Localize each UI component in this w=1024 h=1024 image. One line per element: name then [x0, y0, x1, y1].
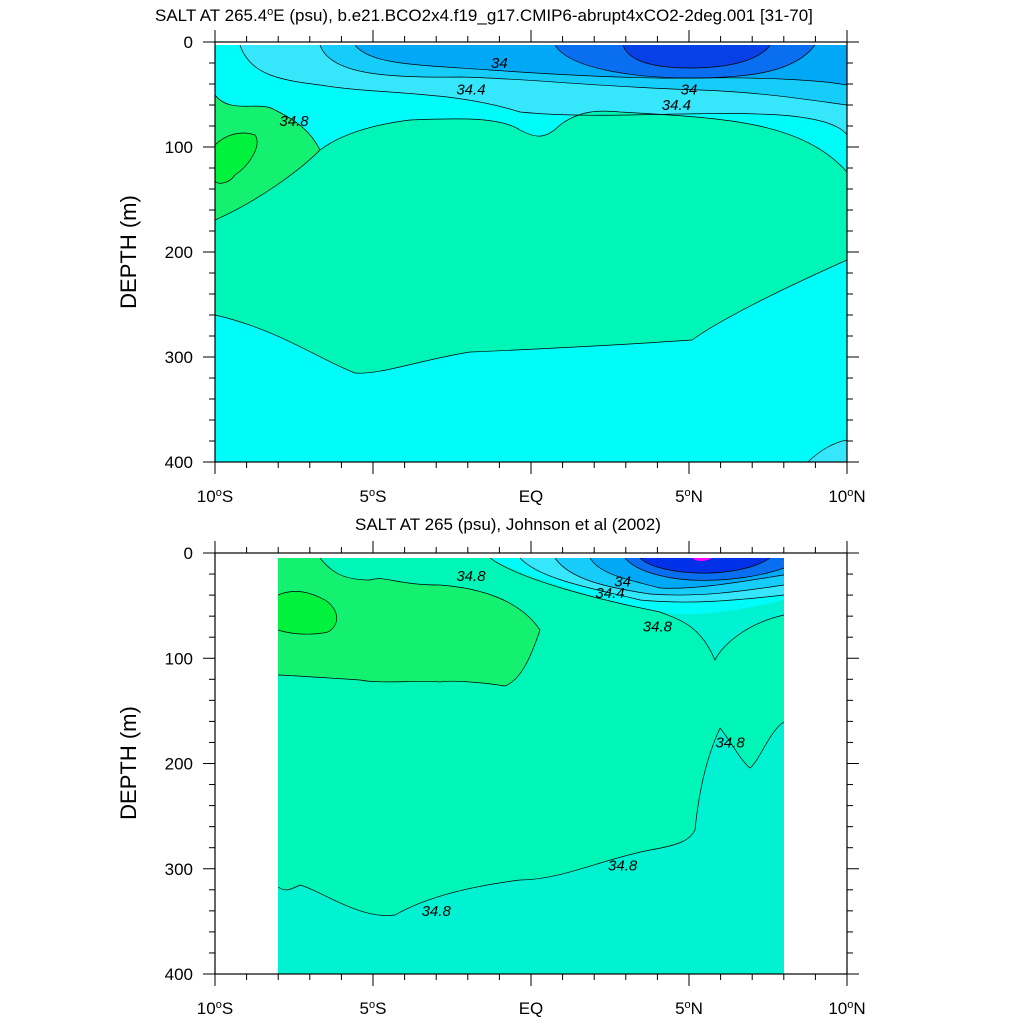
top-contour-fill: [215, 45, 847, 462]
top-contour-line-10: [807, 439, 847, 462]
top-y-axis-label: DEPTH (m): [116, 195, 141, 309]
top-region-33.0: [623, 45, 770, 68]
bottom-axis-ticks: [203, 541, 859, 986]
bottom-y-tick-labels: 0 100 200 300 400: [165, 544, 193, 984]
bottom-y-axis-label: DEPTH (m): [116, 706, 141, 820]
bottom-contour-line-2: [278, 721, 784, 916]
bottom-region-35.0: [278, 558, 540, 686]
top-contour-label: 34.8: [279, 113, 309, 130]
top-contour-line-5: [622, 45, 771, 69]
bottom-panel: SALT AT 265 (psu), Johnson et al (2002) …: [116, 515, 866, 1018]
bottom-contour-label: 34.8: [608, 858, 638, 875]
top-region-34.4-corner: [808, 440, 847, 462]
top-axis-ticks: [203, 30, 859, 474]
bottom-xtick-label: 5oS: [360, 999, 387, 1018]
bottom-ytick-label: 100: [165, 649, 193, 668]
top-xtick-label: 5oS: [360, 487, 387, 506]
top-contour-label: 34: [681, 81, 698, 98]
top-ytick-label: 0: [184, 33, 193, 52]
top-contour-line-8: [215, 94, 321, 151]
bottom-contour-line-4: [278, 591, 337, 635]
top-contour-line-7: [215, 259, 847, 374]
bottom-region-35.2: [278, 591, 337, 635]
top-title: SALT AT 265.4oE (psu), b.e21.BCO2x4.f19_…: [155, 6, 813, 25]
bottom-ytick-label: 400: [165, 965, 193, 984]
bottom-xtick-label: 5oN: [675, 999, 703, 1018]
top-xtick-label: 10oS: [197, 487, 233, 506]
bottom-contour-line-9: [639, 558, 771, 574]
top-panel: SALT AT 265.4oE (psu), b.e21.BCO2x4.f19_…: [116, 6, 866, 506]
top-contour-line-9: [215, 132, 258, 184]
bottom-ytick-label: 0: [184, 544, 193, 563]
bottom-contour-line-3: [278, 558, 541, 687]
bottom-xtick-label: EQ: [519, 999, 544, 1018]
top-contour-line-3: [354, 45, 847, 86]
bottom-contour-line-1: [489, 558, 784, 661]
top-contour-line-6: [215, 110, 847, 221]
bottom-contour-line-5: [519, 558, 784, 603]
top-ytick-label: 300: [165, 348, 193, 367]
bottom-contour-line-6: [554, 558, 784, 596]
bottom-title: SALT AT 265 (psu), Johnson et al (2002): [355, 515, 661, 534]
bottom-x-tick-labels: 10oS 5oS EQ 5oN 10oN: [197, 999, 866, 1018]
top-contour-line-1: [239, 45, 847, 136]
top-ytick-label: 200: [165, 243, 193, 262]
bottom-contour-label: 34.8: [715, 734, 745, 751]
top-xtick-label: 5oN: [675, 487, 703, 506]
bottom-contour-label: 34.4: [595, 585, 624, 602]
bottom-contour-label: 34.8: [422, 903, 452, 920]
top-x-tick-labels: 10oS 5oS EQ 5oN 10oN: [197, 487, 866, 506]
top-contour-label: 34.4: [456, 81, 485, 98]
top-y-tick-labels: 0 100 200 300 400: [165, 33, 193, 472]
top-region-34.8: [215, 111, 847, 374]
top-ytick-label: 100: [165, 138, 193, 157]
bottom-region-magenta: [692, 558, 712, 561]
bottom-ytick-label: 300: [165, 860, 193, 879]
bottom-contour-label: 34.8: [456, 568, 486, 585]
top-region-35.2: [215, 133, 258, 184]
bottom-xtick-label: 10oN: [828, 999, 865, 1018]
top-xtick-label: EQ: [519, 487, 544, 506]
top-contour-line-2: [319, 45, 847, 106]
bottom-contour-line-8: [624, 558, 784, 581]
bottom-xtick-label: 10oS: [197, 999, 233, 1018]
top-contour-label: 34.4: [662, 97, 691, 114]
top-ytick-label: 400: [165, 453, 193, 472]
bottom-ytick-label: 200: [165, 755, 193, 774]
bottom-contour-label: 34: [614, 573, 631, 590]
top-contour-label: 34: [491, 55, 508, 72]
top-contour-line-4: [554, 45, 816, 79]
top-region-35.0: [215, 95, 320, 220]
bottom-region-33.0: [640, 558, 770, 574]
top-xtick-label: 10oN: [828, 487, 865, 506]
bottom-contour-line-7: [589, 558, 784, 589]
bottom-contour-fill: [278, 558, 784, 974]
bottom-contour-label: 34.8: [643, 619, 673, 636]
